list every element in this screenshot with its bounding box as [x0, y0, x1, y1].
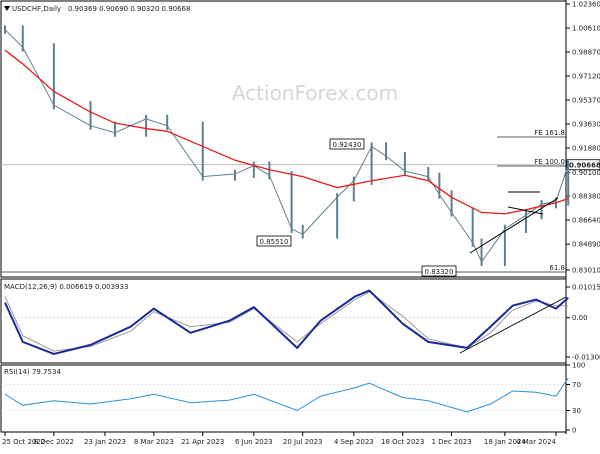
x-tick-label: 8 Dec 2022	[34, 438, 74, 446]
price-tick-label: 1.00610	[572, 25, 600, 33]
moving-average-line	[4, 49, 569, 215]
x-tick-label: 1 Dec 2023	[431, 438, 471, 446]
watermark: ActionForex.com	[232, 81, 398, 105]
macd-line	[4, 289, 569, 356]
low-label-083320: 0.83320	[425, 268, 454, 276]
macd-panel-frame	[0, 278, 567, 364]
rsi-tick-label: 70	[572, 381, 581, 389]
price-tick-label: 0.83010	[572, 267, 600, 275]
low-label-083320-box	[421, 265, 457, 277]
rsi-label: RSI(14) 79.7534	[4, 368, 61, 376]
rsi-tick-label: 0	[572, 427, 576, 435]
x-tick-label: 6 Jun 2023	[235, 438, 273, 446]
x-tick-label: 8 Mar 2023	[134, 438, 174, 446]
macd-trendline	[459, 296, 567, 354]
x-tick-label: 20 Jul 2023	[283, 438, 323, 446]
high-label-092430-box	[329, 138, 365, 150]
fib-61-label: 61.8	[549, 264, 565, 272]
price-tick-label: 0.86640	[572, 217, 600, 225]
range-bottom-line	[507, 206, 544, 215]
price-tick-label: 0.98870	[572, 48, 600, 56]
price-tick-label: 0.91880	[572, 145, 600, 153]
price-tick-label: 0.88380	[572, 193, 600, 201]
fe-161-label: FE 161.8	[534, 129, 565, 137]
symbol-label: USDCHF,Daily	[12, 5, 61, 13]
x-tick-label: 23 Jan 2023	[84, 438, 126, 446]
x-tick-label: 25 Oct 2022	[2, 438, 45, 446]
price-tick-label: 0.97120	[572, 73, 600, 81]
price-tick-label: 0.84890	[572, 241, 600, 249]
collapse-arrow-icon[interactable]	[4, 6, 10, 11]
ohlc-values-label: 0.90369 0.90690 0.90320 0.90668	[68, 5, 190, 13]
low-label-085510: 0.85510	[260, 238, 289, 246]
rsi-tick-label: 100	[572, 362, 585, 370]
price-tick-label: 1.02360	[572, 1, 600, 9]
macd-tick-label: 0.00	[572, 314, 588, 322]
price-trendline	[469, 197, 559, 254]
x-tick-label: 4 Mar 2024	[516, 438, 556, 446]
x-tick-label: 21 Apr 2023	[181, 438, 224, 446]
high-label-092430: 0.92430	[333, 141, 362, 149]
price-tick-label: 0.95370	[572, 97, 600, 105]
rsi-line	[4, 377, 569, 413]
low-label-085510-box	[256, 235, 292, 247]
macd-signal-line	[4, 291, 569, 352]
price-tick-label: 0.93630	[572, 121, 600, 129]
x-tick-label: 18 Oct 2023	[381, 438, 424, 446]
rsi-panel-frame	[0, 364, 567, 433]
macd-tick-label: 0.010156	[572, 284, 600, 292]
rsi-tick-label: 30	[572, 407, 581, 415]
fe-100-label: FE 100.0	[534, 158, 565, 166]
current-price-label: 0.90668	[569, 162, 600, 170]
x-tick-label: 18 Jan 2024	[484, 438, 527, 446]
x-tick-label: 4 Sep 2023	[334, 438, 374, 446]
macd-tick-label: -0.013006	[572, 354, 600, 362]
price-tick-label: 0.90100	[572, 169, 600, 177]
macd-label: MACD(12,26,9) 0.006619 0.003933	[4, 283, 128, 291]
current-price-box	[566, 159, 600, 171]
